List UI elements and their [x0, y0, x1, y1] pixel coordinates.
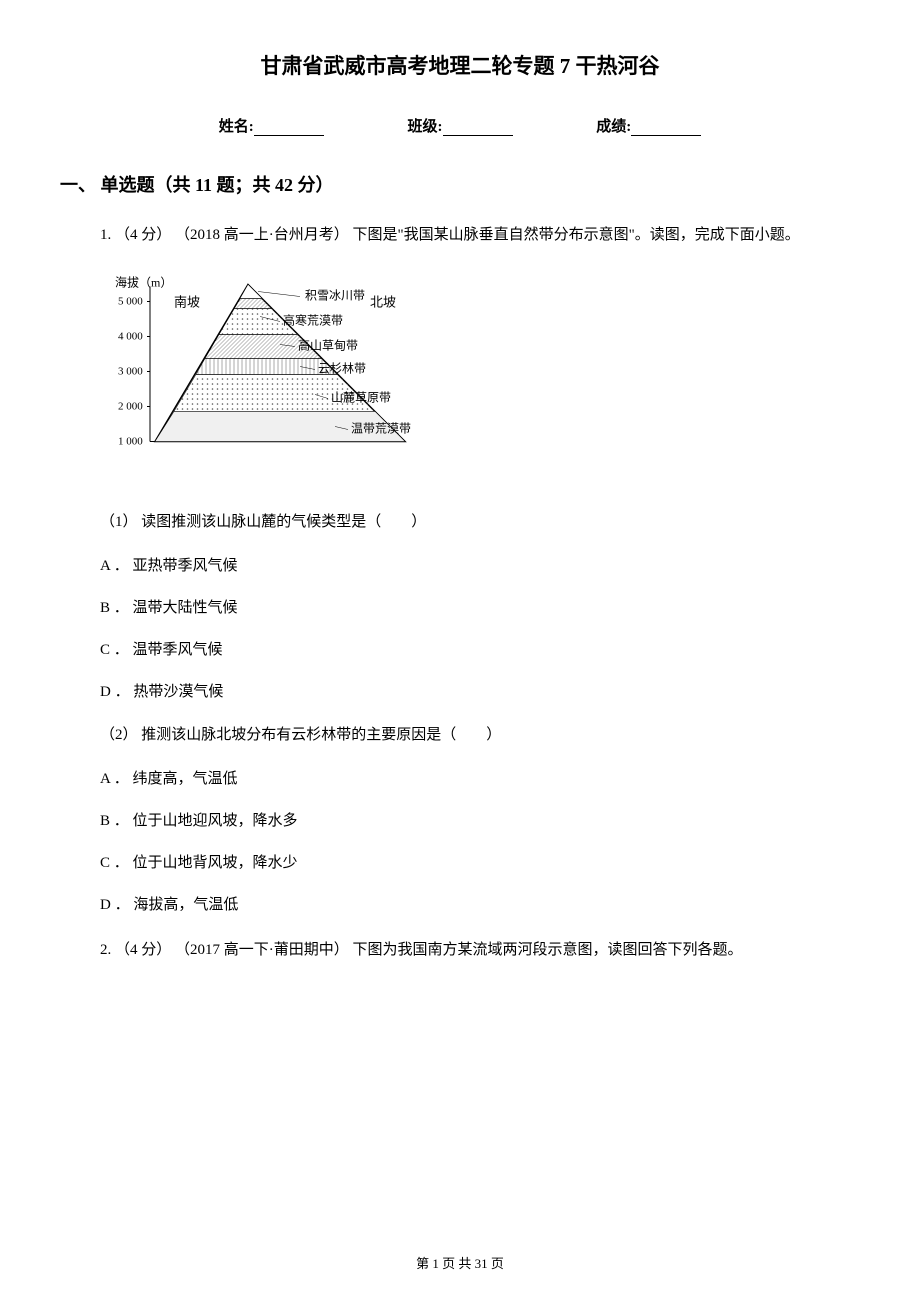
south-slope-label: 南坡: [174, 295, 200, 310]
page-footer: 第 1 页 共 31 页: [0, 1253, 920, 1272]
question-1-text: 1. （4 分） （2018 高一上·台州月考） 下图是"我国某山脉垂直自然带分…: [100, 222, 860, 249]
q1-sq2-option-a: A ． 纬度高，气温低: [100, 767, 860, 791]
name-field: 姓名:: [219, 115, 324, 136]
option-d-text: 海拔高，气温低: [133, 897, 238, 913]
question-1-number: 1.: [100, 227, 111, 243]
option-d-text: 热带沙漠气候: [133, 684, 223, 700]
option-d-letter: D ．: [100, 684, 130, 700]
option-b-letter: B ．: [100, 813, 129, 829]
question-2-points: （4 分）: [115, 942, 171, 958]
y-tick-2000: 2 000: [118, 401, 143, 413]
question-2-number: 2.: [100, 942, 111, 958]
option-a-letter: A ．: [100, 771, 129, 787]
question-2-text: 2. （4 分） （2017 高一下·莆田期中） 下图为我国南方某流域两河段示意…: [100, 937, 860, 964]
score-label: 成绩:: [596, 119, 631, 135]
q1-sq1-option-c: C ． 温带季风气候: [100, 638, 860, 662]
q1-sq1-option-b: B ． 温带大陆性气候: [100, 596, 860, 620]
sub-q1-number: （1）: [100, 514, 138, 530]
score-field: 成绩:: [596, 115, 701, 136]
option-b-letter: B ．: [100, 600, 129, 616]
option-c-letter: C ．: [100, 642, 129, 658]
zone-label-3: 云杉林带: [318, 362, 366, 376]
zone-label-1: 高寒荒漠带: [283, 313, 343, 328]
north-slope-label: 北坡: [370, 295, 396, 310]
zone-label-5: 温带荒漠带: [351, 422, 411, 436]
sub-q2-text: 推测该山脉北坡分布有云杉林带的主要原因是（ ）: [141, 727, 501, 743]
name-blank: [254, 135, 324, 136]
sub-question-1: （1） 读图推测该山脉山麓的气候类型是（ ）: [100, 509, 860, 536]
sub-question-2: （2） 推测该山脉北坡分布有云杉林带的主要原因是（ ）: [100, 722, 860, 749]
option-c-letter: C ．: [100, 855, 129, 871]
class-field: 班级:: [408, 115, 513, 136]
option-b-text: 位于山地迎风坡，降水多: [133, 813, 298, 829]
sub-q2-number: （2）: [100, 727, 138, 743]
y-tick-1000: 1 000: [118, 436, 143, 448]
q1-sq1-option-d: D ． 热带沙漠气候: [100, 680, 860, 704]
section-header: 一、 单选题（共 11 题；共 42 分）: [60, 171, 860, 197]
y-tick-5000: 5 000: [118, 296, 143, 308]
question-1-content: 下图是"我国某山脉垂直自然带分布示意图"。读图，完成下面小题。: [353, 227, 800, 243]
q1-sq2-option-d: D ． 海拔高，气温低: [100, 893, 860, 917]
page-title: 甘肃省武威市高考地理二轮专题 7 干热河谷: [60, 50, 860, 80]
option-c-text: 温带季风气候: [133, 642, 223, 658]
q1-sq2-option-b: B ． 位于山地迎风坡，降水多: [100, 809, 860, 833]
zone-label-2: 高山草甸带: [298, 338, 358, 353]
option-a-letter: A ．: [100, 558, 129, 574]
q1-sq1-option-a: A ． 亚热带季风气候: [100, 554, 860, 578]
mountain-chart: 海拔（m） 5 000 4 000 3 000 2 000 1 000 南坡: [100, 274, 860, 479]
question-1-source: （2018 高一上·台州月考）: [175, 227, 349, 243]
q1-sq2-option-c: C ． 位于山地背风坡，降水少: [100, 851, 860, 875]
y-tick-4000: 4 000: [118, 331, 143, 343]
score-blank: [631, 135, 701, 136]
option-a-text: 亚热带季风气候: [133, 558, 238, 574]
student-info-row: 姓名: 班级: 成绩:: [60, 115, 860, 136]
name-label: 姓名:: [219, 119, 254, 135]
option-d-letter: D ．: [100, 897, 130, 913]
question-1-points: （4 分）: [115, 227, 171, 243]
y-axis-label: 海拔（m）: [115, 275, 172, 290]
option-b-text: 温带大陆性气候: [133, 600, 238, 616]
y-tick-3000: 3 000: [118, 366, 143, 378]
sub-q1-text: 读图推测该山脉山麓的气候类型是（ ）: [141, 514, 426, 530]
zone-label-0: 积雪冰川带: [305, 289, 365, 303]
option-c-text: 位于山地背风坡，降水少: [133, 855, 298, 871]
question-2-content: 下图为我国南方某流域两河段示意图，读图回答下列各题。: [353, 942, 743, 958]
question-2-source: （2017 高一下·莆田期中）: [175, 942, 349, 958]
question-1: 1. （4 分） （2018 高一上·台州月考） 下图是"我国某山脉垂直自然带分…: [100, 222, 860, 964]
mountain-diagram-svg: 海拔（m） 5 000 4 000 3 000 2 000 1 000 南坡: [100, 274, 440, 474]
option-a-text: 纬度高，气温低: [133, 771, 238, 787]
class-blank: [443, 135, 513, 136]
class-label: 班级:: [408, 119, 443, 135]
zone-label-4: 山麓草原带: [331, 391, 391, 405]
